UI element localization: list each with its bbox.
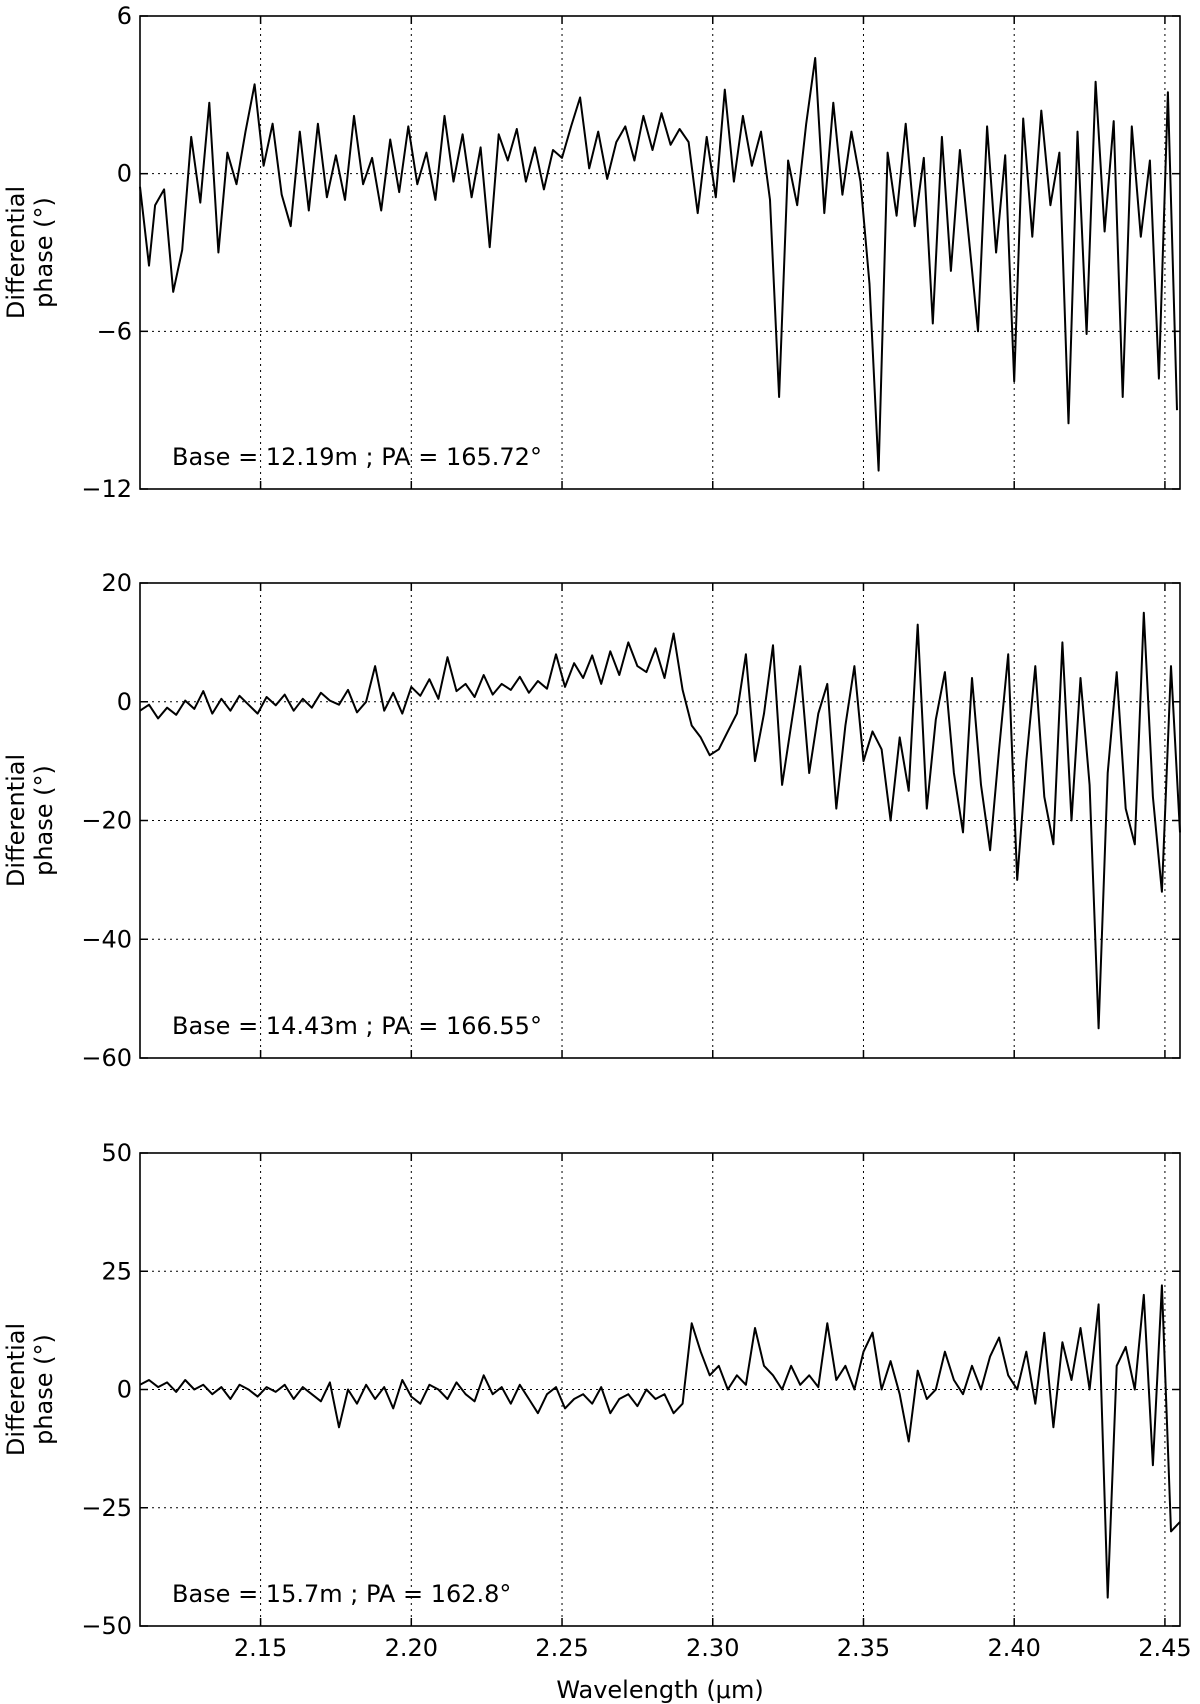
- y-tick-label: 25: [101, 1257, 132, 1285]
- y-tick-label: 50: [101, 1139, 132, 1167]
- series-line: [139, 611, 1181, 1030]
- y-tick-label: −25: [81, 1494, 132, 1522]
- x-axis-label: Wavelength (μm): [556, 1676, 763, 1704]
- y-axis-label-line2: phase (°): [30, 197, 58, 308]
- y-tick-label: −6: [97, 317, 132, 345]
- panel-1: −12 −6 0 6 Differential phase (°) Base = 12…: [2, 2, 1181, 503]
- x-tick-label: 2.25: [535, 1634, 588, 1662]
- ticks: −12 −6 0 6: [81, 2, 1180, 503]
- plot-frame: [139, 15, 1181, 490]
- grid: [140, 16, 1180, 489]
- baseline-annotation: Base = 14.43m ; PA = 166.55°: [172, 1012, 542, 1040]
- ticks: 2.15 2.20 2.25 2.30 2.35 2.40 2.45 −50 −25 0 25 50: [81, 1139, 1191, 1662]
- x-tick-label: 2.40: [987, 1634, 1040, 1662]
- y-tick-label: 0: [117, 160, 132, 188]
- y-tick-label: −50: [81, 1612, 132, 1640]
- y-axis-label-line1: Differential: [2, 186, 30, 319]
- panel-2: −60 −40 −20 0 20 Differential phase (°) Base…: [2, 569, 1181, 1072]
- y-tick-label: 0: [117, 688, 132, 716]
- y-tick-label: 20: [101, 569, 132, 597]
- panel-3: 2.15 2.20 2.25 2.30 2.35 2.40 2.45−50−2502550 …: [2, 1139, 1192, 1662]
- y-tick-label: 0: [117, 1376, 132, 1404]
- y-axis-label-line1: Differential: [2, 754, 30, 887]
- y-axis-label-line1: Differential: [2, 1323, 30, 1456]
- y-tick-label: −12: [81, 475, 132, 503]
- y-axis-label-line2: phase (°): [30, 765, 58, 876]
- ticks: −60 −40 −20 0 20: [81, 569, 1180, 1072]
- baseline-annotation: Base = 12.19m ; PA = 165.72°: [172, 443, 542, 471]
- x-tick-label: 2.30: [686, 1634, 739, 1662]
- y-tick-label: −20: [81, 807, 132, 835]
- grid: [140, 1153, 1180, 1626]
- baseline-annotation: Base = 15.7m ; PA = 162.8°: [172, 1580, 511, 1608]
- y-axis-label-line2: phase (°): [30, 1334, 58, 1445]
- x-tick-label: 2.45: [1138, 1634, 1191, 1662]
- x-tick-label: 2.15: [234, 1634, 287, 1662]
- series-line: [139, 1284, 1181, 1599]
- x-tick-label: 2.20: [385, 1634, 438, 1662]
- x-tick-label: 2.35: [837, 1634, 890, 1662]
- y-tick-label: 6: [117, 2, 132, 30]
- series-line: [139, 57, 1178, 472]
- y-tick-label: −40: [81, 925, 132, 953]
- y-tick-label: −60: [81, 1044, 132, 1072]
- grid: [140, 583, 1180, 1058]
